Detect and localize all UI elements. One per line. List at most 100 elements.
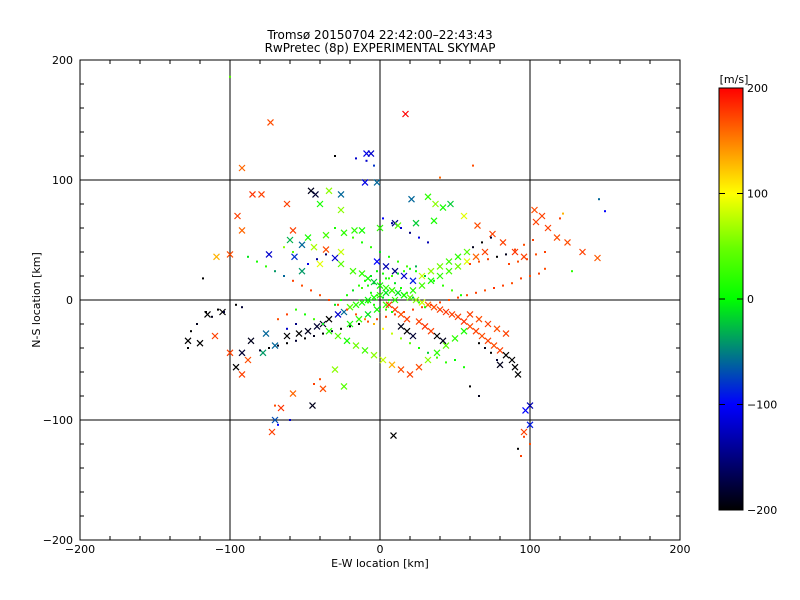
data-point-dot (475, 291, 477, 294)
x-tick-label: −200 (65, 543, 95, 556)
data-point-dot (412, 308, 414, 311)
data-point-cross (376, 224, 384, 232)
data-point-cross (502, 330, 510, 338)
data-point-cross (424, 193, 432, 201)
data-point-cross (271, 416, 279, 424)
data-point-dot (487, 258, 489, 261)
data-point-dot (376, 318, 378, 321)
data-point-dot (409, 267, 411, 270)
data-point-dot (364, 318, 366, 321)
plot-grid (79, 59, 681, 541)
data-point-dot (571, 270, 573, 273)
plot-points (184, 75, 606, 457)
data-point-cross (418, 282, 426, 290)
data-point-dot (505, 253, 507, 256)
data-point-cross (331, 366, 339, 374)
data-point-dot (376, 294, 378, 297)
data-point-cross (454, 253, 462, 261)
data-point-cross (316, 200, 324, 208)
data-point-dot (334, 227, 336, 229)
data-point-cross (385, 301, 393, 309)
data-point-cross (238, 226, 246, 234)
data-point-cross (213, 253, 220, 261)
data-point-cross (325, 187, 333, 195)
colorbar-tick-label: −100 (747, 399, 777, 412)
data-point-cross (388, 361, 396, 369)
data-point-cross (361, 346, 369, 354)
colorbar-unit-label: [m/s] (720, 73, 749, 86)
data-point-dot (313, 335, 315, 337)
data-point-cross (432, 200, 439, 208)
data-point-cross (271, 342, 279, 350)
data-point-cross (304, 234, 312, 242)
data-point-cross (298, 267, 306, 275)
data-point-cross (454, 262, 462, 270)
data-point-cross (403, 327, 411, 335)
data-point-dot (322, 323, 324, 325)
data-point-cross (226, 349, 234, 357)
data-point-cross (406, 294, 414, 302)
data-point-dot (361, 241, 363, 244)
data-point-cross (247, 337, 255, 345)
data-point-cross (337, 260, 345, 268)
data-point-cross (439, 204, 447, 212)
data-point-cross (373, 258, 381, 266)
data-point-cross (490, 342, 498, 350)
data-point-dot (304, 313, 306, 316)
data-point-dot (340, 299, 342, 301)
data-point-dot (469, 385, 471, 388)
data-point-dot (439, 176, 441, 179)
data-point-dot (514, 248, 516, 251)
data-point-cross (478, 332, 486, 340)
data-point-cross (484, 320, 492, 328)
data-point-cross (390, 432, 397, 440)
data-point-dot (388, 277, 390, 280)
data-point-cross (232, 363, 240, 371)
data-point-cross (496, 346, 504, 354)
data-point-dot (292, 279, 294, 282)
data-point-dot (415, 270, 417, 273)
data-point-dot (340, 327, 342, 330)
data-point-dot (211, 315, 213, 318)
x-tick-labels: −200 −100 0 100 200 (65, 543, 691, 556)
data-point-cross (427, 327, 435, 335)
data-point-cross (531, 206, 538, 214)
data-point-cross (346, 320, 354, 328)
data-point-dot (316, 258, 318, 261)
data-point-cross (352, 301, 360, 309)
data-point-dot (478, 342, 480, 345)
data-point-cross (244, 356, 252, 364)
data-point-cross (553, 234, 561, 242)
data-point-cross (460, 318, 468, 326)
data-point-cross (522, 406, 529, 414)
data-point-dot (388, 255, 390, 258)
data-point-dot (418, 301, 420, 304)
data-point-dot (433, 279, 435, 282)
data-point-cross (322, 231, 330, 239)
data-point-dot (454, 359, 456, 361)
data-point-dot (517, 447, 519, 450)
data-point-cross (421, 322, 429, 330)
data-point-cross (238, 164, 246, 172)
y-tick-label: 200 (52, 54, 73, 67)
data-point-dot (427, 351, 429, 354)
data-point-dot (409, 342, 411, 345)
data-point-dot (337, 303, 339, 306)
data-point-cross (358, 226, 366, 234)
colorbar-tick-labels: −200 −100 0 100 200 (719, 82, 777, 517)
data-point-cross (307, 187, 315, 195)
data-point-cross (373, 178, 381, 186)
data-point-cross (436, 272, 444, 280)
data-point-dot (247, 255, 249, 258)
data-point-cross (481, 248, 489, 256)
data-point-cross (219, 308, 226, 316)
data-point-dot (187, 347, 189, 349)
data-point-dot (373, 164, 375, 167)
y-tick-labels: −200 −100 0 100 200 (43, 54, 73, 547)
data-point-dot (286, 313, 288, 316)
data-point-cross (367, 150, 375, 158)
data-point-dot (328, 299, 330, 301)
data-point-dot (415, 265, 417, 268)
data-point-dot (365, 159, 368, 162)
data-point-dot (535, 253, 537, 256)
